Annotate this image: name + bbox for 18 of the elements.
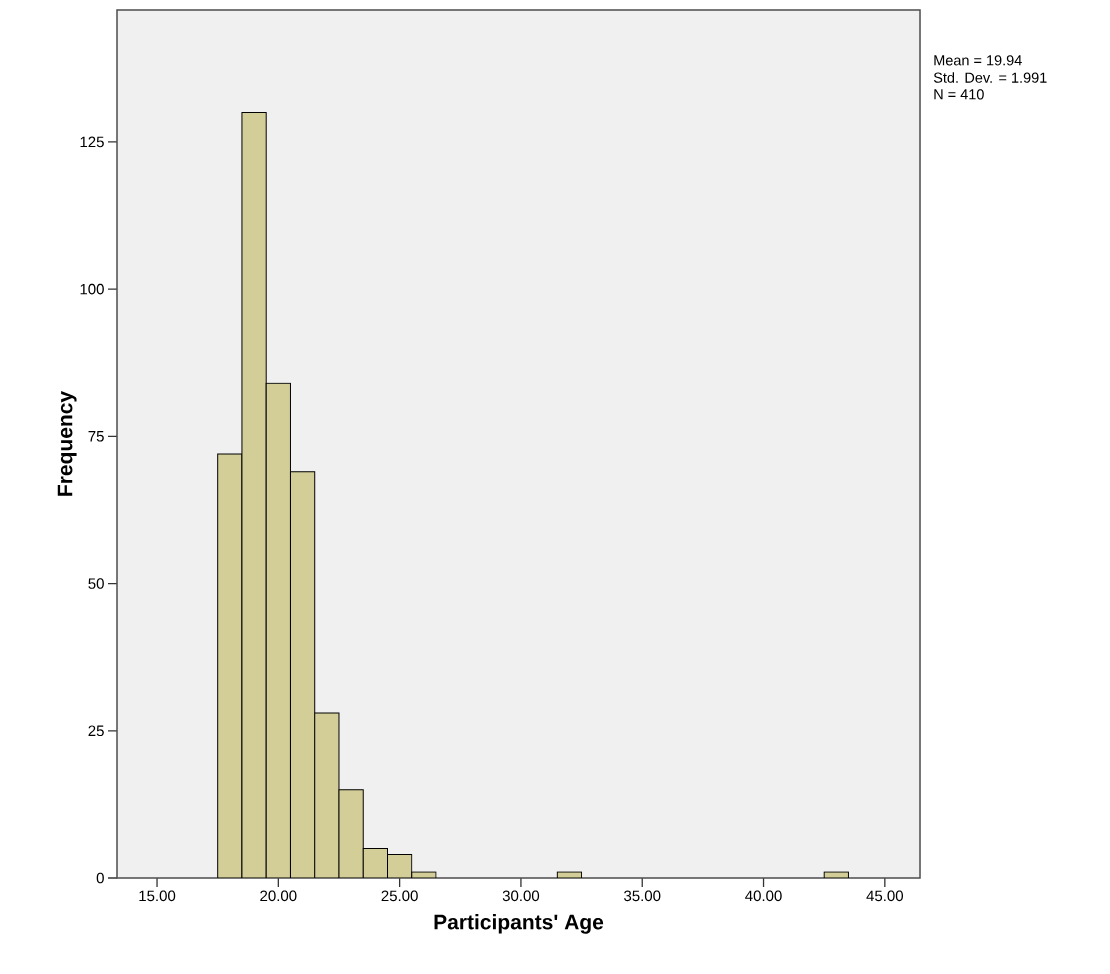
y-tick-label: 25 — [88, 725, 104, 737]
x-tick-label: 25.00 — [381, 890, 418, 902]
y-tick-label: 125 — [80, 136, 104, 148]
y-tick-label: 75 — [88, 431, 104, 442]
y-tick-label: 100 — [80, 283, 104, 295]
text: N = 410 — [934, 89, 984, 100]
x-axis-title: Participants' Age — [434, 914, 604, 934]
y-axis-title: Frequency — [57, 391, 77, 496]
x-tick-label: 35.00 — [624, 890, 661, 902]
text: Std. Dev. = 1.991 — [933, 72, 1047, 83]
x-tick-label: 45.00 — [866, 890, 903, 902]
x-tick-label: 40.00 — [745, 890, 782, 902]
x-tick-label: 20.00 — [260, 890, 297, 902]
x-tick-label: 30.00 — [502, 890, 540, 902]
text: Mean = 19.94 — [934, 55, 1022, 66]
y-tick-label: 50 — [88, 578, 104, 589]
x-tick-label: 15.00 — [139, 890, 176, 902]
y-tick-label: 0 — [96, 872, 104, 884]
